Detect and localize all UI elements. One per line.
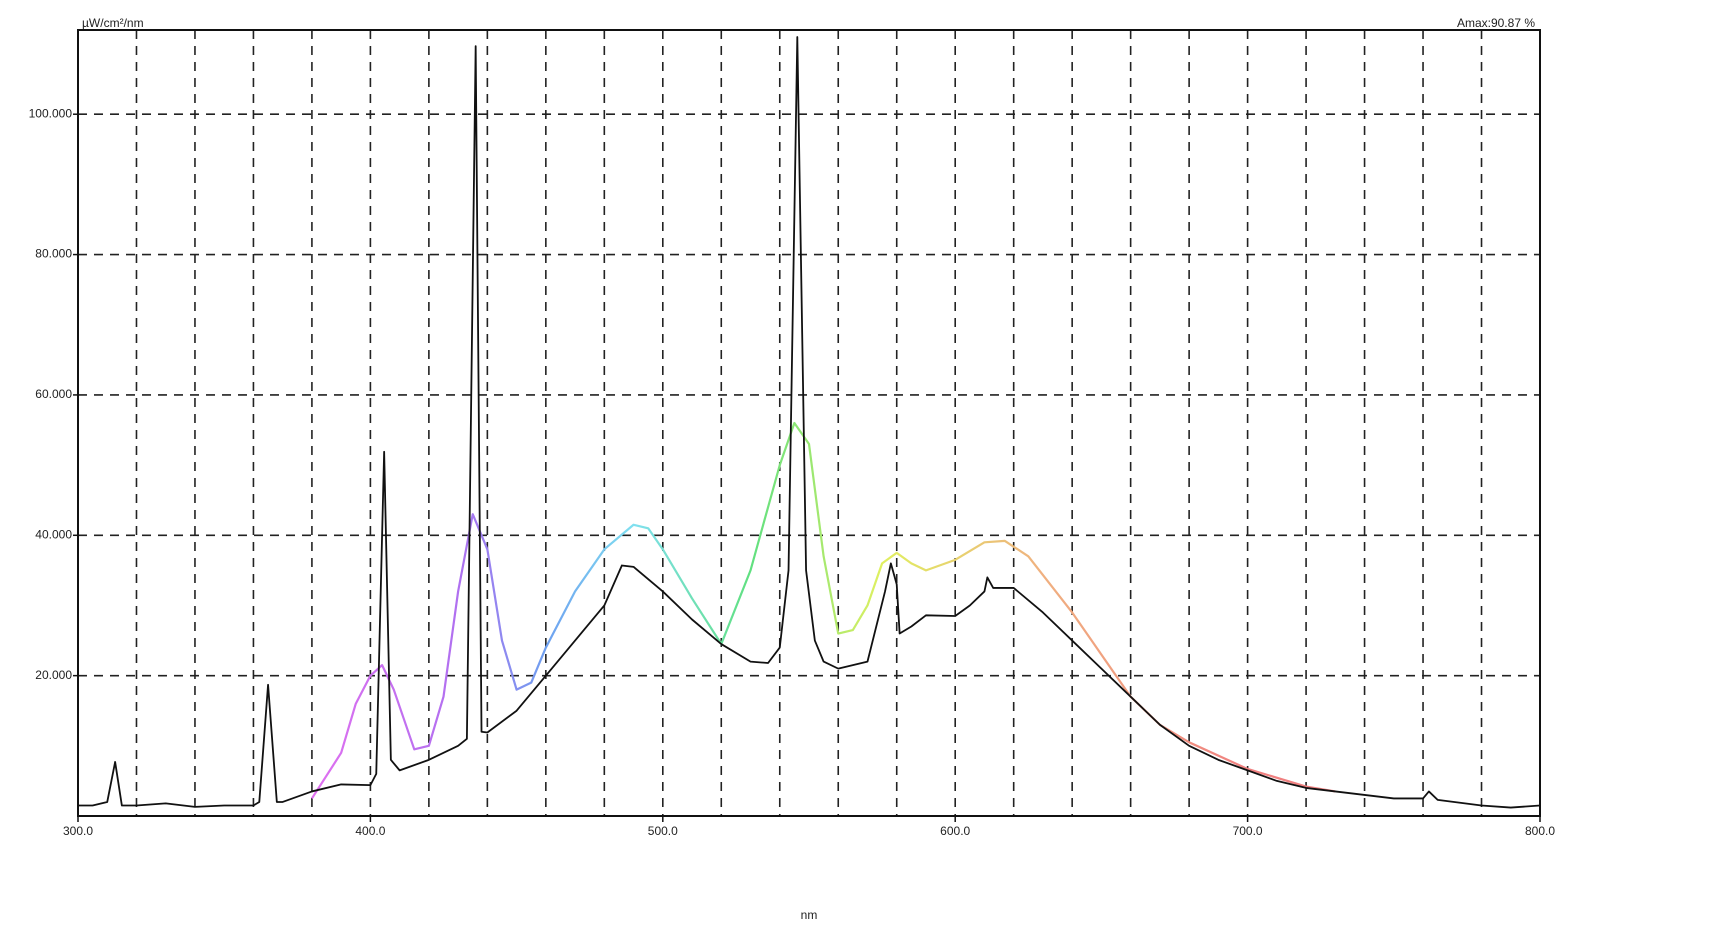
y-axis-label: µW/cm²/nm bbox=[82, 16, 144, 30]
x-tick-label: 400.0 bbox=[355, 824, 385, 838]
x-tick-label: 800.0 bbox=[1525, 824, 1555, 838]
x-tick-label: 700.0 bbox=[1233, 824, 1263, 838]
x-tick-label: 600.0 bbox=[940, 824, 970, 838]
spectrum-line bbox=[78, 36, 1541, 809]
annotation: Amax:90.87 % bbox=[1457, 16, 1535, 30]
plot-frame bbox=[77, 29, 1541, 817]
x-tick-label: 300.0 bbox=[63, 824, 93, 838]
y-tick-label: 100.000 bbox=[29, 106, 73, 120]
y-tick-label: 80.000 bbox=[35, 247, 72, 261]
x-tick-label: 500.0 bbox=[648, 824, 678, 838]
x-axis-label: nm bbox=[801, 908, 818, 922]
y-tick-label: 40.000 bbox=[35, 527, 72, 541]
spectrum-line bbox=[310, 421, 1336, 800]
y-tick-label: 60.000 bbox=[35, 387, 72, 401]
y-tick-label: 20.000 bbox=[35, 668, 72, 682]
